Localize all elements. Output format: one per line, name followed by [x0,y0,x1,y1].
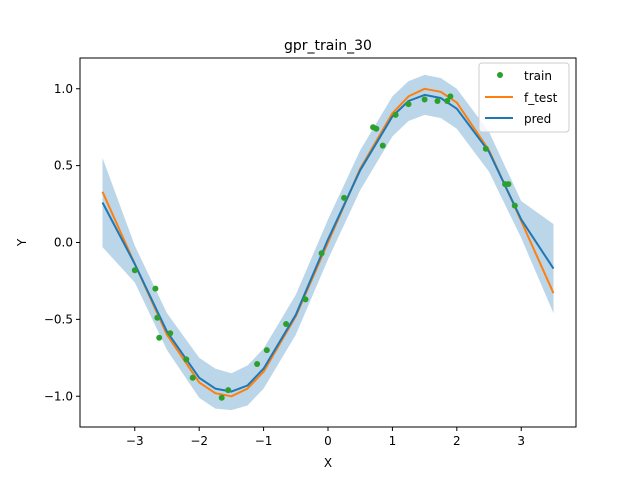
train-point [392,111,399,118]
train-point [405,101,412,108]
legend: train f_test pred [478,62,570,133]
x-tick-label: −2 [190,434,208,448]
train-point [156,334,163,341]
train-point [218,394,225,401]
train-point [283,321,290,327]
y-tick-label: 0.0 [54,236,73,250]
train-point [447,93,454,100]
train-point [263,347,270,354]
y-tick-label: 0.5 [54,159,73,173]
y-axis-label: Y [15,238,29,247]
train-point [154,314,161,321]
train-point [152,285,159,292]
train-point [482,145,489,152]
legend-label-f-test: f_test [524,91,558,105]
train-point [444,98,451,104]
train-point [434,98,441,104]
y-tick-label: −0.5 [44,312,73,326]
legend-box [478,62,570,133]
pred-line [101,93,555,393]
train-point [189,374,196,381]
train-point [167,330,174,337]
x-tick-label: 2 [453,434,461,448]
legend-marker-train [497,72,503,78]
train-point [225,387,232,394]
train-point [131,267,138,274]
plot-area [101,74,555,411]
x-tick-label: 3 [517,434,525,448]
x-axis-label: X [324,456,332,470]
train-point [254,361,261,367]
train-point [379,142,386,149]
x-tick-label: 0 [324,434,332,448]
x-tick-label: 1 [389,434,397,448]
x-tick-label: −1 [255,434,273,448]
x-tick-label: −3 [126,434,144,448]
y-tick-label: −1.0 [44,389,73,403]
train-point [183,356,190,363]
legend-label-pred: pred [524,112,551,126]
train-point [302,296,309,303]
train-point [421,96,428,103]
chart-title: gpr_train_30 [284,38,372,54]
f-test-line [101,87,555,398]
train-point [373,125,380,132]
y-tick-label: 1.0 [54,82,73,96]
train-point [511,202,518,209]
train-point [341,194,348,201]
train-point [505,181,512,188]
axis-ticks: −3 −2 −1 0 1 2 3 −1.0 −0.5 0.0 0.5 1.0 [44,82,525,448]
legend-label-train: train [524,69,552,83]
train-point [318,250,325,257]
